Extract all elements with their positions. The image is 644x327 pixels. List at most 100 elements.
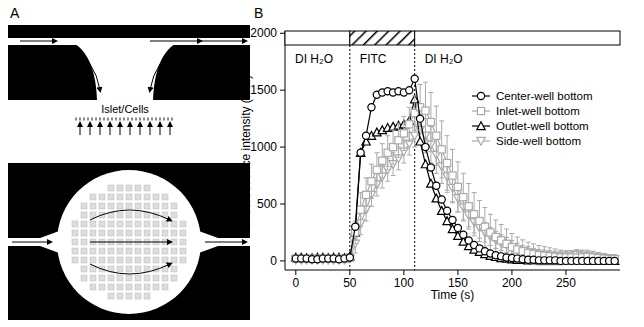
legend-label: Inlet-well bottom bbox=[496, 105, 580, 117]
cell-grid bbox=[81, 230, 87, 236]
phase-bar bbox=[350, 31, 415, 45]
cell-grid bbox=[72, 230, 78, 236]
data-point bbox=[427, 164, 434, 171]
data-point bbox=[443, 159, 450, 166]
cell-grid bbox=[162, 257, 168, 263]
flow-arrow bbox=[90, 210, 170, 220]
flow-arrow bbox=[70, 46, 100, 90]
cell-grid bbox=[90, 284, 96, 290]
data-point bbox=[422, 107, 429, 114]
cell-grid bbox=[117, 203, 123, 209]
up-arrow bbox=[120, 124, 121, 135]
cell-grid bbox=[117, 293, 123, 299]
panel-label: A bbox=[10, 5, 20, 21]
x-tick-label: 100 bbox=[394, 276, 414, 290]
data-point bbox=[373, 166, 380, 173]
cell-grid bbox=[144, 266, 150, 272]
inlet-channel bbox=[8, 230, 62, 254]
cell-grid bbox=[108, 284, 114, 290]
cell-grid bbox=[117, 266, 123, 272]
cell-grid bbox=[72, 248, 78, 254]
series-line bbox=[296, 79, 615, 261]
up-arrow bbox=[140, 124, 141, 135]
cell-grid bbox=[135, 266, 141, 272]
data-point bbox=[433, 132, 440, 139]
data-point bbox=[362, 132, 369, 139]
legend-label: Side-well bottom bbox=[496, 135, 581, 147]
cell-grid bbox=[171, 230, 177, 236]
data-point bbox=[389, 143, 396, 150]
x-tick-label: 50 bbox=[343, 276, 357, 290]
up-arrow bbox=[90, 124, 91, 135]
up-arrow bbox=[150, 124, 151, 135]
cell-grid bbox=[72, 221, 78, 227]
side-view-diagram bbox=[8, 25, 250, 135]
cell-grid bbox=[99, 230, 105, 236]
data-point bbox=[422, 143, 429, 150]
cell-grid bbox=[117, 185, 123, 191]
y-tick-label: 1500 bbox=[250, 83, 277, 97]
cell-grid bbox=[162, 248, 168, 254]
cell-grid bbox=[153, 221, 159, 227]
legend-label: Center-well bottom bbox=[496, 90, 593, 102]
flow-arrow bbox=[200, 41, 245, 42]
cell-grid bbox=[117, 284, 123, 290]
cell-grid bbox=[171, 212, 177, 218]
cell-grid bbox=[135, 221, 141, 227]
cell-grid bbox=[153, 203, 159, 209]
y-tick bbox=[280, 90, 285, 91]
plot-data bbox=[292, 75, 619, 265]
cell-grid bbox=[180, 239, 186, 245]
cell-grid bbox=[180, 248, 186, 254]
cell-grid bbox=[171, 221, 177, 227]
data-point bbox=[471, 211, 478, 218]
cell-grid bbox=[180, 257, 186, 263]
x-tick bbox=[565, 270, 566, 275]
cell-grid bbox=[126, 257, 132, 263]
cell-grid bbox=[144, 248, 150, 254]
flow-arrow bbox=[150, 46, 180, 90]
cell-grid bbox=[90, 248, 96, 254]
device-body bbox=[8, 163, 250, 320]
cell-grid bbox=[126, 194, 132, 200]
cell-grid bbox=[81, 257, 87, 263]
data-point bbox=[433, 182, 440, 189]
cell-grid bbox=[108, 230, 114, 236]
data-point bbox=[460, 231, 467, 238]
series-line bbox=[296, 99, 615, 261]
cell-grid bbox=[108, 194, 114, 200]
up-arrow bbox=[110, 124, 111, 135]
cell-grid bbox=[81, 212, 87, 218]
cell-grid bbox=[117, 257, 123, 263]
y-tick-label: 0 bbox=[270, 254, 277, 268]
y-tick bbox=[280, 147, 285, 148]
cell-grid bbox=[81, 239, 87, 245]
cell-grid bbox=[171, 203, 177, 209]
cell-grid bbox=[135, 230, 141, 236]
x-tick bbox=[295, 270, 296, 275]
cell-grid bbox=[153, 248, 159, 254]
data-point bbox=[406, 121, 413, 128]
cell-grid bbox=[126, 248, 132, 254]
cell-grid bbox=[90, 203, 96, 209]
legend: Center-well bottomInlet-well bottomOutle… bbox=[472, 90, 593, 147]
data-point bbox=[357, 149, 364, 156]
cell-grid bbox=[90, 257, 96, 263]
cell-grid bbox=[99, 275, 105, 281]
data-point bbox=[438, 196, 445, 203]
cell-grid bbox=[126, 266, 132, 272]
cell-grid bbox=[117, 275, 123, 281]
x-tick bbox=[457, 270, 458, 275]
cell-grid bbox=[171, 266, 177, 272]
cell-grid bbox=[117, 212, 123, 218]
y-tick bbox=[280, 33, 285, 34]
data-point bbox=[362, 191, 369, 198]
y-tick-label: 1000 bbox=[250, 140, 277, 154]
legend-marker bbox=[477, 137, 485, 145]
flow-arrow bbox=[90, 264, 170, 274]
cell-grid bbox=[81, 221, 87, 227]
up-arrow bbox=[80, 124, 81, 135]
series-group bbox=[292, 75, 618, 264]
cell-grid bbox=[162, 230, 168, 236]
up-arrow bbox=[160, 124, 161, 135]
